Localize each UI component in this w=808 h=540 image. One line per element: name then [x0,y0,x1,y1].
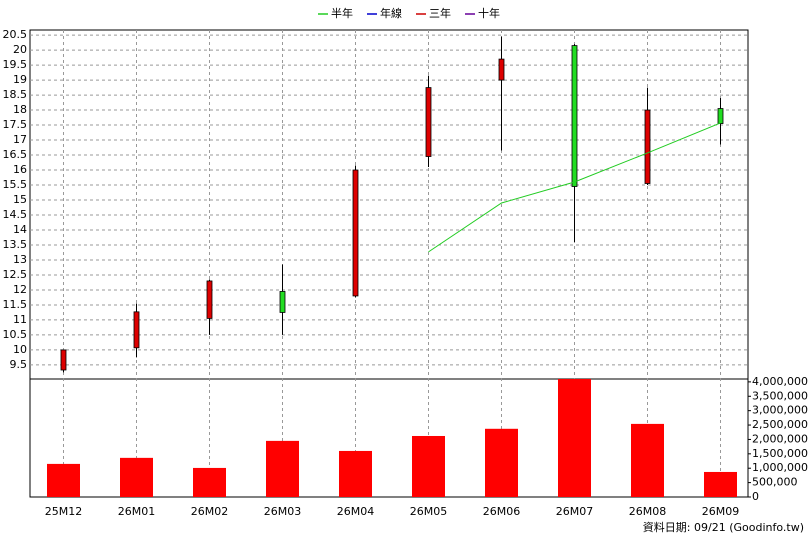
y-tick-label: 18 [13,103,27,116]
y-tick-label: 12.5 [3,268,28,281]
ma-line [428,122,721,253]
x-tick-label: 25M12 [45,505,83,518]
x-tick-label: 26M09 [702,505,740,518]
footer: 資料日期: 09/21 (Goodinfo.tw) [643,520,804,534]
y-tick-label: 11.5 [3,298,28,311]
y-tick-label: 15 [13,193,27,206]
x-tick-label: 26M08 [629,505,667,518]
y-tick-label: 13 [13,253,27,266]
volume-bar [193,467,226,497]
y2-tick-label: 2,000,000 [752,432,808,445]
plot-frame [29,29,749,498]
y-tick-label: 18.5 [3,88,28,101]
y-tick-label: 20 [13,43,27,56]
x-tick-label: 26M04 [337,505,375,518]
legend-label: 十年 [478,6,500,20]
y-tick-label: 14 [13,223,27,236]
volume-bar [412,435,445,497]
y2-tick-label: 2,500,000 [752,418,808,431]
y-tick-label: 17 [13,133,27,146]
y-tick-label: 11 [13,313,27,326]
y-tick-label: 10.5 [3,328,28,341]
y2-tick-label: 0 [752,490,759,503]
volume-bar [631,423,664,497]
y-tick-label: 16 [13,163,27,176]
y-tick-label: 17.5 [3,118,28,131]
volume-bar [266,440,299,497]
x-tick-label: 26M02 [191,505,229,518]
candle-body [498,58,505,81]
y2-tick-label: 4,000,000 [752,375,808,388]
y-tick-label: 16.5 [3,148,28,161]
legend-label: 三年 [429,6,451,20]
volume-bar [339,450,372,497]
candle-body [644,109,651,184]
y-tick-label: 12 [13,283,27,296]
y-tick-label: 19 [13,73,27,86]
x-tick-label: 26M03 [264,505,302,518]
volume-bar [704,471,737,497]
x-tick-label: 26M01 [118,505,156,518]
candle-body [206,280,213,319]
candle-body [279,291,286,313]
y-tick-label: 10 [13,343,27,356]
legend-label: 年線 [380,6,402,20]
candle-body [133,311,140,349]
y-tick-label: 15.5 [3,178,28,191]
candle-body [717,108,724,124]
volume-bar [485,428,518,497]
volume-bar [558,379,591,497]
y2-tick-label: 3,000,000 [752,404,808,417]
candle-body [352,169,359,297]
volume-bar [120,457,153,497]
y-tick-label: 14.5 [3,208,28,221]
candle-body [60,349,67,371]
y2-tick-label: 3,500,000 [752,389,808,402]
candle-body [571,45,578,187]
y2-tick-label: 500,000 [752,476,798,489]
y2-tick-label: 1,500,000 [752,447,808,460]
y-tick-label: 20.5 [3,28,28,41]
candle-body [425,87,432,157]
y-tick-label: 19.5 [3,58,28,71]
x-tick-label: 26M07 [556,505,594,518]
x-tick-label: 26M06 [483,505,521,518]
volume-bar [47,463,80,497]
x-tick-label: 26M05 [410,505,448,518]
legend-label: 半年 [331,6,353,20]
y-tick-label: 13.5 [3,238,28,251]
y2-tick-label: 1,000,000 [752,461,808,474]
y-tick-label: 9.5 [10,358,28,371]
